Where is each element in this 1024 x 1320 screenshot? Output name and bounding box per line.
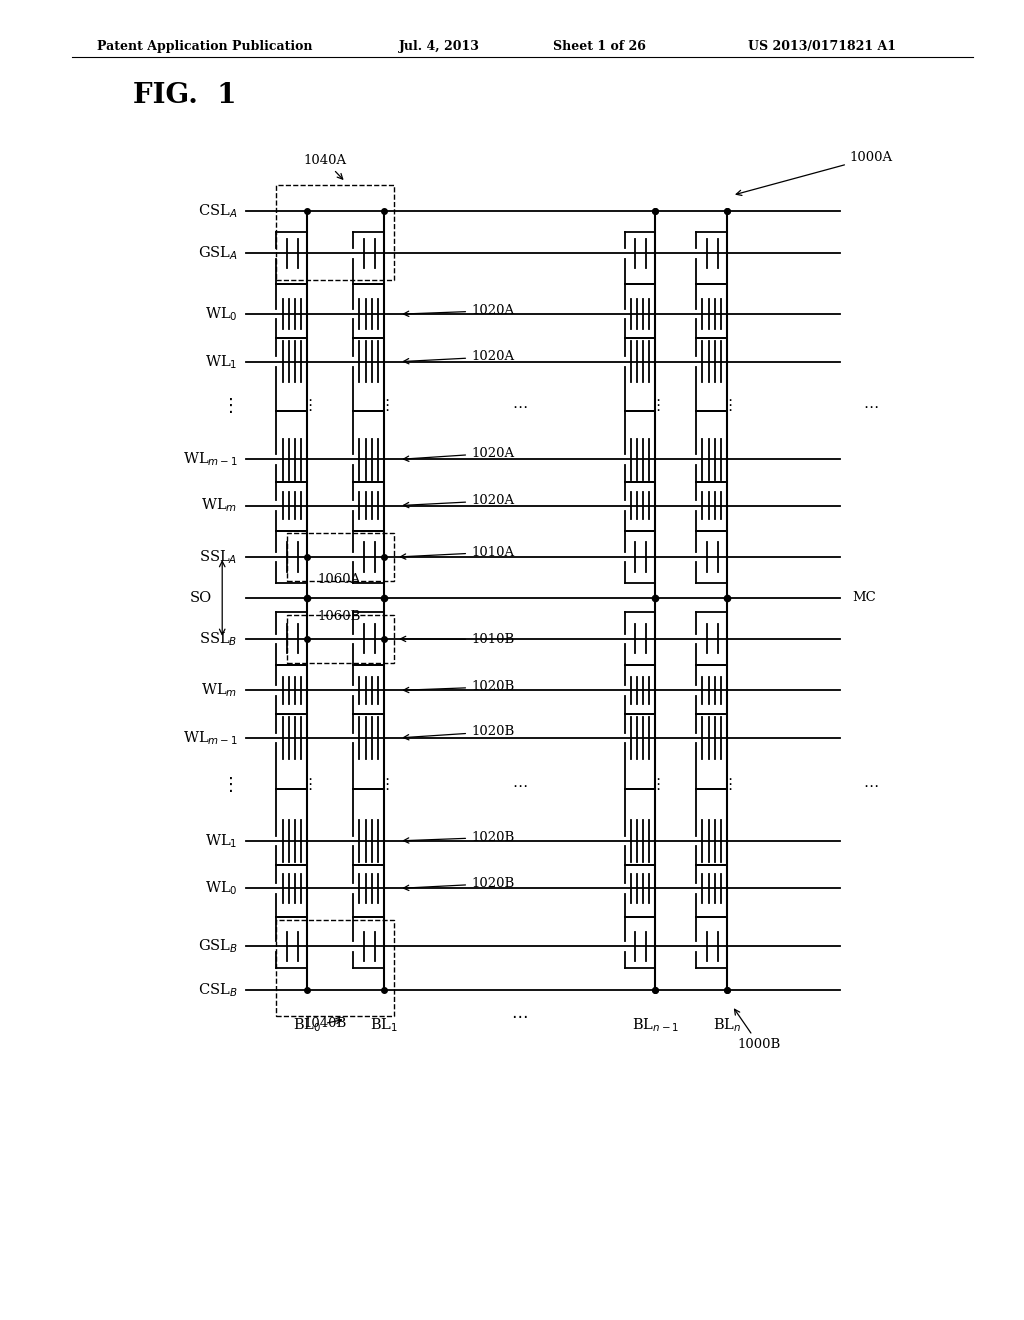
Text: BL$_{n-1}$: BL$_{n-1}$ bbox=[632, 1016, 679, 1034]
Text: $\vdots$: $\vdots$ bbox=[302, 397, 312, 413]
Text: $\vdots$: $\vdots$ bbox=[302, 776, 312, 792]
Text: $\vdots$: $\vdots$ bbox=[650, 776, 660, 792]
Text: $\vdots$: $\vdots$ bbox=[722, 776, 732, 792]
Text: SO: SO bbox=[189, 591, 212, 605]
Text: GSL$_B$: GSL$_B$ bbox=[198, 937, 238, 956]
Text: WL$_0$: WL$_0$ bbox=[205, 879, 238, 898]
Text: 1020B: 1020B bbox=[403, 876, 514, 891]
Text: Patent Application Publication: Patent Application Publication bbox=[97, 40, 312, 53]
Text: $\cdots$: $\cdots$ bbox=[512, 397, 527, 413]
Text: $\vdots$: $\vdots$ bbox=[220, 396, 232, 414]
Text: SSL$_B$: SSL$_B$ bbox=[200, 630, 238, 648]
Text: US 2013/0171821 A1: US 2013/0171821 A1 bbox=[748, 40, 896, 53]
Bar bbox=[276, 185, 394, 280]
Text: $\cdots$: $\cdots$ bbox=[511, 1006, 528, 1024]
Text: $\vdots$: $\vdots$ bbox=[379, 776, 389, 792]
Text: Jul. 4, 2013: Jul. 4, 2013 bbox=[399, 40, 480, 53]
Text: 1010B: 1010B bbox=[400, 632, 514, 645]
Text: 1010A: 1010A bbox=[400, 545, 514, 560]
Text: 1060A: 1060A bbox=[317, 573, 360, 586]
Bar bbox=[287, 533, 394, 581]
Text: 1020A: 1020A bbox=[403, 494, 514, 508]
Text: WL$_{m-1}$: WL$_{m-1}$ bbox=[182, 729, 238, 747]
Text: 1020A: 1020A bbox=[403, 350, 514, 364]
Text: $\vdots$: $\vdots$ bbox=[650, 397, 660, 413]
Bar bbox=[276, 920, 394, 1016]
Text: $\cdots$: $\cdots$ bbox=[862, 397, 879, 413]
Text: GSL$_A$: GSL$_A$ bbox=[198, 244, 238, 263]
Text: CSL$_A$: CSL$_A$ bbox=[199, 202, 238, 220]
Text: WL$_1$: WL$_1$ bbox=[205, 352, 238, 371]
Text: $\vdots$: $\vdots$ bbox=[220, 775, 232, 793]
Text: 1000B: 1000B bbox=[734, 1010, 780, 1051]
Text: WL$_0$: WL$_0$ bbox=[205, 305, 238, 323]
Text: 1020B: 1020B bbox=[403, 830, 514, 843]
Text: $\cdots$: $\cdots$ bbox=[512, 776, 527, 792]
Text: CSL$_B$: CSL$_B$ bbox=[198, 981, 238, 999]
Text: Sheet 1 of 26: Sheet 1 of 26 bbox=[553, 40, 646, 53]
Text: 1060B: 1060B bbox=[317, 610, 360, 623]
Text: WL$_{m-1}$: WL$_{m-1}$ bbox=[182, 450, 238, 469]
Text: WL$_m$: WL$_m$ bbox=[202, 496, 238, 515]
Text: FIG.  1: FIG. 1 bbox=[133, 82, 237, 108]
Text: MC: MC bbox=[852, 591, 876, 605]
Text: 1020A: 1020A bbox=[403, 446, 514, 462]
Text: BL$_1$: BL$_1$ bbox=[370, 1016, 398, 1034]
Text: 1020B: 1020B bbox=[403, 680, 514, 693]
Text: 1020A: 1020A bbox=[403, 304, 514, 317]
Text: 1040B: 1040B bbox=[303, 1016, 346, 1030]
Bar bbox=[287, 615, 394, 663]
Text: 1000A: 1000A bbox=[736, 150, 893, 195]
Text: 1020B: 1020B bbox=[403, 725, 514, 741]
Text: $\vdots$: $\vdots$ bbox=[379, 397, 389, 413]
Text: BL$_n$: BL$_n$ bbox=[713, 1016, 741, 1034]
Text: $\vdots$: $\vdots$ bbox=[722, 397, 732, 413]
Text: WL$_1$: WL$_1$ bbox=[205, 832, 238, 850]
Text: WL$_m$: WL$_m$ bbox=[202, 681, 238, 700]
Text: BL$_0$: BL$_0$ bbox=[293, 1016, 322, 1034]
Text: $\cdots$: $\cdots$ bbox=[862, 776, 879, 792]
Text: 1040A: 1040A bbox=[303, 153, 346, 180]
Text: SSL$_A$: SSL$_A$ bbox=[200, 548, 238, 566]
